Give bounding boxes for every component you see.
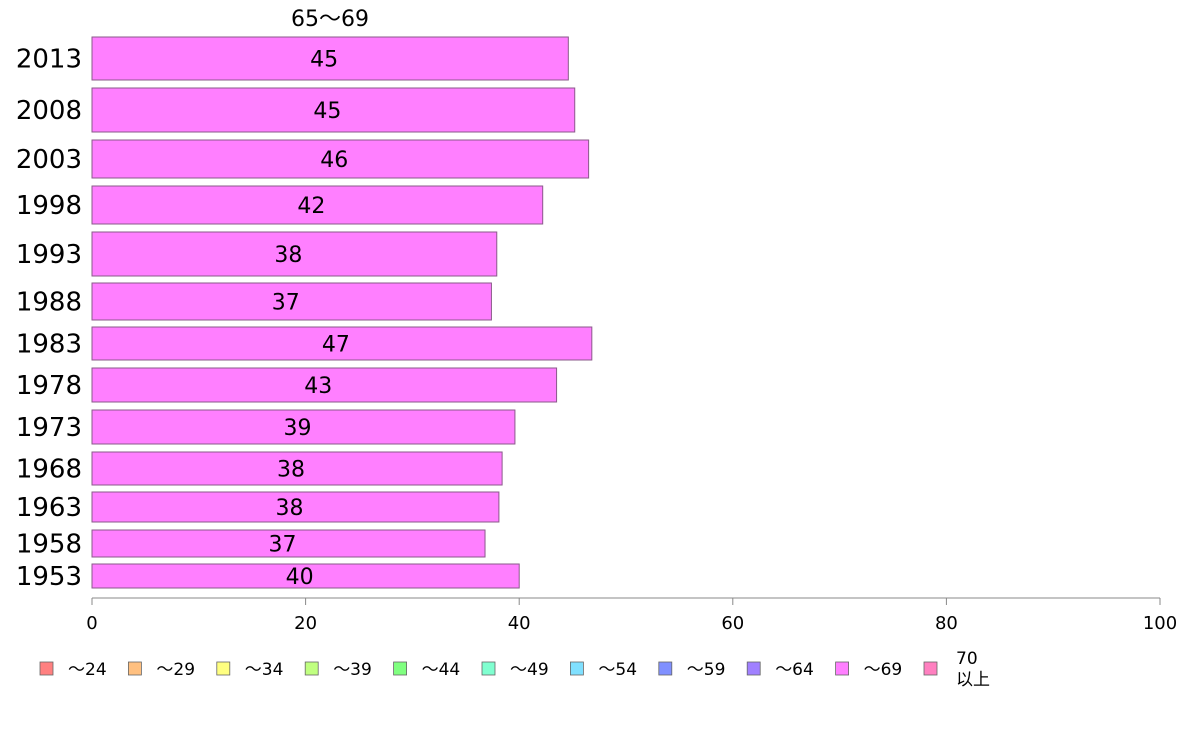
category-label-2013: 2013 — [16, 45, 82, 75]
legend: 〜24 〜29 〜34 〜39 〜44 〜49 〜54 〜59 〜64 〜69 70 以上 — [39, 649, 990, 690]
bar-1958 — [91, 529, 486, 558]
value-label-1978: 43 — [304, 374, 332, 399]
legend-label-3: 〜39 — [333, 660, 372, 680]
value-label-1968: 38 — [277, 458, 305, 483]
category-label-1993: 1993 — [16, 240, 82, 270]
x-tick-label-100: 100 — [1143, 613, 1177, 634]
legend-label-8: 〜64 — [775, 660, 814, 680]
legend-swatch-4 — [393, 661, 408, 676]
value-label-2013: 45 — [310, 48, 338, 73]
value-label-1958: 37 — [269, 533, 297, 558]
bar-1998 — [91, 185, 544, 225]
value-label-1993: 38 — [274, 243, 302, 268]
legend-label-4: 〜44 — [422, 660, 461, 680]
x-tick-label-80: 80 — [935, 613, 958, 634]
category-label-1978: 1978 — [16, 371, 82, 401]
category-label-1958: 1958 — [16, 530, 82, 560]
legend-label-10: 70 以上 — [956, 649, 990, 690]
category-label-2003: 2003 — [16, 145, 82, 175]
legend-label-7: 〜59 — [687, 660, 726, 680]
bar-1978 — [91, 367, 558, 403]
category-label-1973: 1973 — [16, 413, 82, 443]
legend-swatch-10 — [923, 661, 938, 676]
category-label-1968: 1968 — [16, 455, 82, 485]
value-label-1963: 38 — [275, 496, 303, 521]
category-label-1988: 1988 — [16, 288, 82, 318]
legend-swatch-5 — [481, 661, 496, 676]
legend-label-0: 〜24 — [68, 660, 107, 680]
legend-swatch-8 — [746, 661, 761, 676]
legend-swatch-0 — [39, 661, 54, 676]
category-label-1953: 1953 — [16, 562, 82, 592]
chart-title: 65〜69 — [291, 7, 369, 32]
value-label-1983: 47 — [322, 333, 350, 358]
x-tick-label-0: 0 — [86, 613, 97, 634]
bar-2013 — [91, 36, 569, 81]
value-label-2008: 45 — [313, 99, 341, 124]
legend-swatch-3 — [304, 661, 319, 676]
x-tick-label-20: 20 — [294, 613, 317, 634]
value-label-1988: 37 — [272, 291, 300, 316]
bar-1963 — [91, 491, 500, 523]
category-label-1998: 1998 — [16, 191, 82, 221]
value-label-2003: 46 — [320, 148, 348, 173]
bar-1973 — [91, 409, 516, 445]
category-label-1963: 1963 — [16, 493, 82, 523]
legend-swatch-9 — [835, 661, 849, 676]
legend-label-1: 〜29 — [156, 660, 195, 680]
legend-swatch-7 — [658, 661, 673, 676]
value-label-1953: 40 — [286, 565, 314, 590]
value-label-1998: 42 — [297, 194, 325, 219]
bar-1953 — [91, 563, 520, 589]
bar-1968 — [91, 451, 503, 486]
bar-1993 — [91, 231, 498, 277]
x-tick-label-60: 60 — [721, 613, 744, 634]
legend-label-9: 〜69 — [864, 660, 903, 680]
bars-layer: 2013 45 2008 45 2003 46 1998 42 1993 38 1988 37 1983… — [16, 36, 593, 592]
x-tick-label-40: 40 — [508, 613, 531, 634]
legend-label-2: 〜34 — [245, 660, 284, 680]
bar-2008 — [91, 87, 576, 133]
legend-swatch-6 — [570, 661, 584, 676]
value-label-1973: 39 — [283, 416, 311, 441]
bar-1983 — [91, 326, 593, 361]
x-axis: 0 20 40 60 80 100 — [86, 597, 1177, 634]
category-label-1983: 1983 — [16, 330, 82, 360]
bar-1988 — [91, 282, 492, 321]
legend-swatch-2 — [216, 661, 231, 676]
legend-label-5: 〜49 — [510, 660, 549, 680]
category-label-2008: 2008 — [16, 96, 82, 126]
bar-2003 — [91, 139, 590, 179]
legend-label-6: 〜54 — [598, 660, 637, 680]
legend-swatch-1 — [127, 661, 142, 676]
